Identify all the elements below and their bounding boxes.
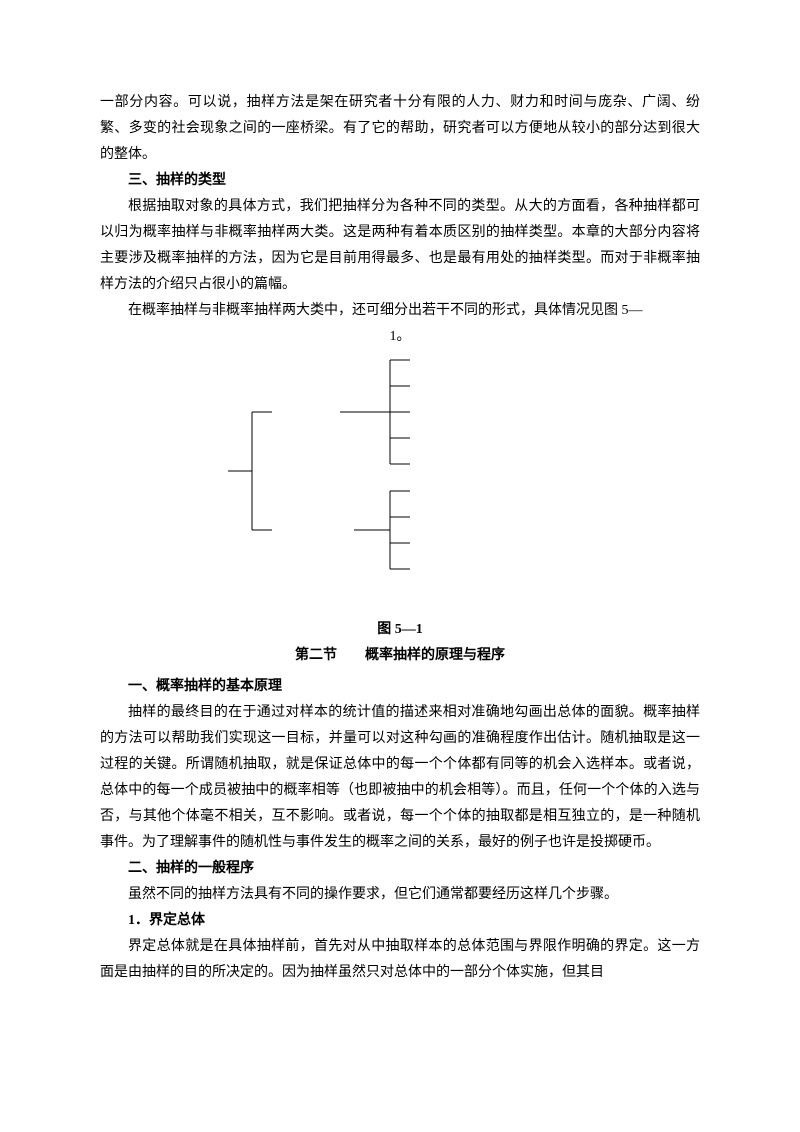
heading-procedure: 二、抽样的一般程序 (100, 856, 700, 882)
tree-lines-fix (160, 354, 640, 614)
sampling-tree-diagram: 抽样方法 概率抽样 非概率抽样 简单随机抽样 系统抽样 分层抽样 整群抽样 多段… (160, 354, 640, 614)
paragraph: 根据抽取对象的具体方式，我们把抽样分为各种不同的类型。从大的方面看，各种抽样都可… (100, 194, 700, 298)
paragraph: 界定总体就是在具体抽样前，首先对从中抽取样本的总体范围与界限作明确的界定。这一方… (100, 934, 700, 986)
heading-types: 三、抽样的类型 (100, 168, 700, 194)
heading-step: 1．界定总体 (100, 908, 700, 934)
paragraph: 抽样的最终目的在于通过对样本的统计值的描述来相对准确地勾画出总体的面貌。概率抽样… (100, 700, 700, 856)
paragraph: 虽然不同的抽样方法具有不同的操作要求，但它们通常都要经历这样几个步骤。 (100, 882, 700, 908)
paragraph: 一部分内容。可以说，抽样方法是架在研究者十分有限的人力、财力和时间与庞杂、广阔、… (100, 90, 700, 168)
section-title: 第二节 概率抽样的原理与程序 (100, 644, 700, 664)
paragraph: 1。 (100, 324, 700, 350)
paragraph: 在概率抽样与非概率抽样两大类中，还可细分出若干不同的形式，具体情况见图 5— (100, 298, 700, 324)
heading-principle: 一、概率抽样的基本原理 (100, 674, 700, 700)
figure-caption: 图 5—1 (100, 618, 700, 638)
